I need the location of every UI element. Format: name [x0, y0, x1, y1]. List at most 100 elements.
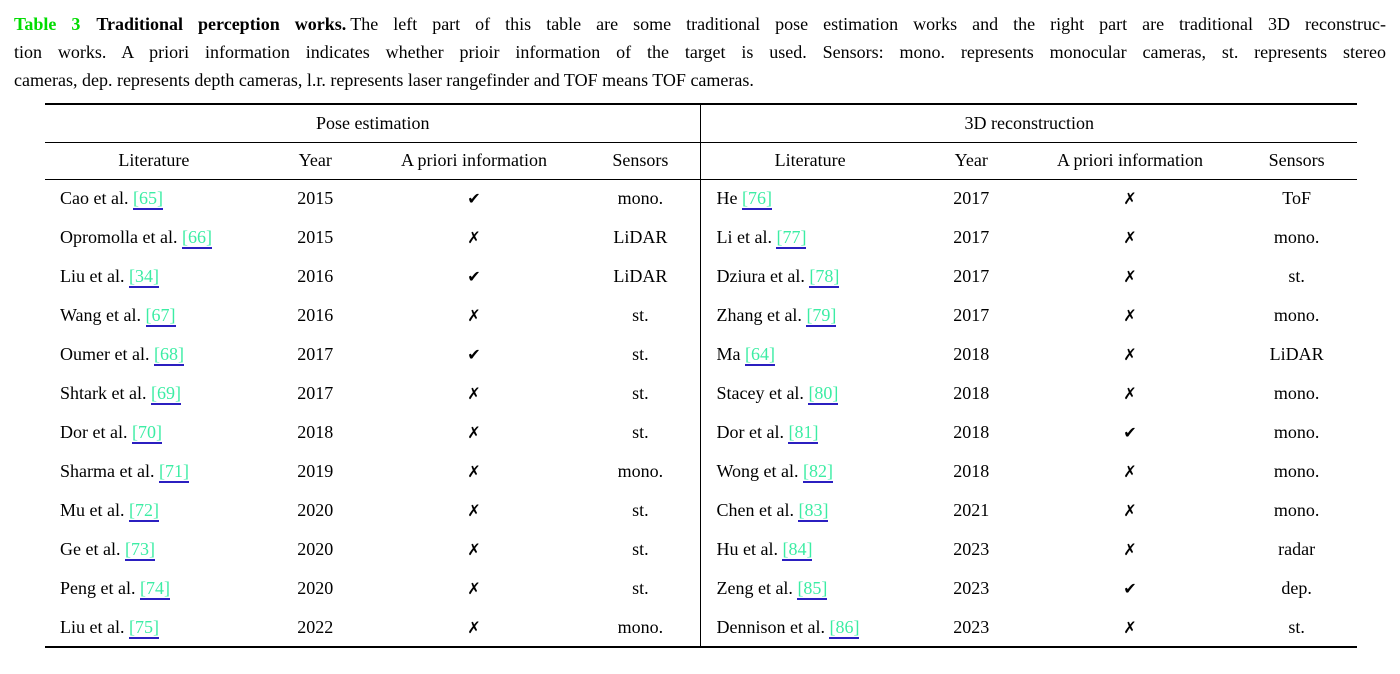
literature-cell: Liu et al. [75]	[45, 608, 263, 647]
citation-link[interactable]: [34]	[128, 266, 159, 288]
literature-cell: Dennison et al. [86]	[700, 608, 919, 647]
literature-cell: Stacey et al. [80]	[700, 374, 919, 413]
year-cell: 2017	[953, 266, 990, 286]
caption-line-3: cameras, dep. represents depth cameras, …	[14, 70, 754, 90]
cross-mark: ✗	[467, 462, 481, 481]
literature-cell: Wang et al. [67]	[45, 296, 263, 335]
perception-works-table: Pose estimation 3D reconstruction Litera…	[45, 103, 1357, 648]
citation-link[interactable]: [78]	[809, 266, 840, 288]
caption-text-line1: The left part of this table are some tra…	[350, 14, 1386, 34]
col-header-year: Year	[918, 142, 1024, 180]
cross-mark: ✗	[1123, 384, 1137, 403]
literature-cell: Dor et al. [70]	[45, 413, 263, 452]
literature-text: Peng et al.	[60, 578, 140, 598]
citation-link[interactable]: [79]	[806, 305, 837, 327]
check-mark: ✔	[1123, 423, 1137, 442]
literature-text: Opromolla et al.	[60, 227, 182, 247]
col-header-literature: Literature	[700, 142, 919, 180]
citation-link[interactable]: [71]	[158, 461, 189, 483]
cross-mark: ✗	[1123, 267, 1137, 286]
literature-cell: He [76]	[700, 179, 919, 218]
sensors-cell: st.	[632, 539, 649, 559]
table-row: Shtark et al. [69] 2017 ✗ st. Stacey et al. …	[45, 374, 1357, 413]
citation-link[interactable]: [67]	[145, 305, 176, 327]
literature-text: Li et al.	[716, 227, 777, 247]
literature-cell: Hu et al. [84]	[700, 530, 919, 569]
year-cell: 2016	[297, 266, 334, 286]
literature-text: Hu et al.	[716, 539, 783, 559]
citation-link[interactable]: [73]	[124, 539, 155, 561]
col-header-apriori: A priori information	[1023, 142, 1237, 180]
citation-link[interactable]: [84]	[782, 539, 813, 561]
year-cell: 2021	[953, 500, 990, 520]
cross-mark: ✗	[1123, 501, 1137, 520]
sensors-cell: st.	[632, 422, 649, 442]
literature-cell: Peng et al. [74]	[45, 569, 263, 608]
citation-link[interactable]: [66]	[181, 227, 212, 249]
section-title-3d-reconstruction: 3D reconstruction	[700, 104, 1357, 143]
citation-link[interactable]: [64]	[744, 344, 775, 366]
sensors-cell: st.	[632, 578, 649, 598]
literature-cell: Shtark et al. [69]	[45, 374, 263, 413]
year-cell: 2018	[297, 422, 334, 442]
sensors-cell: mono.	[1273, 500, 1320, 520]
literature-text: Zeng et al.	[716, 578, 798, 598]
col-header-literature: Literature	[45, 142, 263, 180]
citation-link[interactable]: [83]	[798, 500, 829, 522]
year-cell: 2015	[297, 188, 334, 209]
citation-link[interactable]: [81]	[788, 422, 819, 444]
table-caption: Table 3 Traditional perception works. The …	[14, 10, 1386, 94]
year-cell: 2023	[953, 616, 990, 637]
citation-link[interactable]: [86]	[829, 616, 860, 639]
citation-link[interactable]: [74]	[139, 578, 170, 600]
sensors-cell: st.	[632, 305, 649, 325]
table-row: Liu et al. [75] 2022 ✗ mono. Dennison et al.…	[45, 608, 1357, 647]
sensors-cell: LiDAR	[613, 227, 668, 247]
year-cell: 2018	[953, 344, 990, 364]
sensors-cell: LiDAR	[613, 266, 668, 286]
cross-mark: ✗	[1123, 189, 1137, 209]
sensors-cell: st.	[1288, 616, 1305, 637]
literature-cell: Opromolla et al. [66]	[45, 218, 263, 257]
sensors-cell: st.	[1288, 266, 1305, 286]
sensors-cell: LiDAR	[1269, 344, 1324, 364]
table-row: Opromolla et al. [66] 2015 ✗ LiDAR Li et al.…	[45, 218, 1357, 257]
literature-text: Cao et al.	[60, 188, 133, 209]
citation-link[interactable]: [69]	[150, 383, 181, 405]
table-row: Cao et al. [65] 2015 ✔ mono. He [76] 2017 ✗ ToF	[45, 179, 1357, 218]
literature-text: Dennison et al.	[716, 616, 830, 637]
literature-cell: Dor et al. [81]	[700, 413, 919, 452]
sensors-cell: mono.	[617, 616, 664, 637]
literature-cell: Sharma et al. [71]	[45, 452, 263, 491]
sensors-cell: mono.	[617, 461, 664, 481]
year-cell: 2019	[297, 461, 334, 481]
sensors-cell: ToF	[1282, 188, 1311, 209]
year-cell: 2023	[953, 578, 990, 598]
sensors-cell: mono.	[1273, 422, 1320, 442]
year-cell: 2020	[297, 539, 334, 559]
citation-link[interactable]: [65]	[132, 188, 163, 211]
citation-link[interactable]: [72]	[129, 500, 159, 522]
year-cell: 2017	[953, 305, 990, 325]
citation-link[interactable]: [76]	[741, 188, 772, 211]
cross-mark: ✗	[467, 540, 481, 559]
sensors-cell: mono.	[1273, 305, 1320, 325]
citation-link[interactable]: [68]	[153, 344, 184, 366]
year-cell: 2018	[953, 422, 990, 442]
year-cell: 2022	[297, 616, 334, 637]
check-mark: ✔	[467, 189, 481, 209]
literature-text: Oumer et al.	[60, 344, 154, 364]
literature-cell: Li et al. [77]	[700, 218, 919, 257]
sensors-cell: mono.	[1273, 383, 1320, 403]
citation-link[interactable]: [85]	[797, 578, 828, 600]
citation-link[interactable]: [82]	[803, 461, 833, 483]
citation-link[interactable]: [77]	[776, 227, 807, 249]
sensors-cell: st.	[632, 344, 649, 364]
citation-link[interactable]: [80]	[808, 383, 839, 405]
year-cell: 2017	[297, 383, 334, 403]
citation-link[interactable]: [70]	[131, 422, 162, 444]
citation-link[interactable]: [75]	[128, 616, 159, 639]
literature-text: Liu et al.	[60, 616, 129, 637]
table-row: Mu et al. [72] 2020 ✗ st. Chen et al. [83] 20…	[45, 491, 1357, 530]
